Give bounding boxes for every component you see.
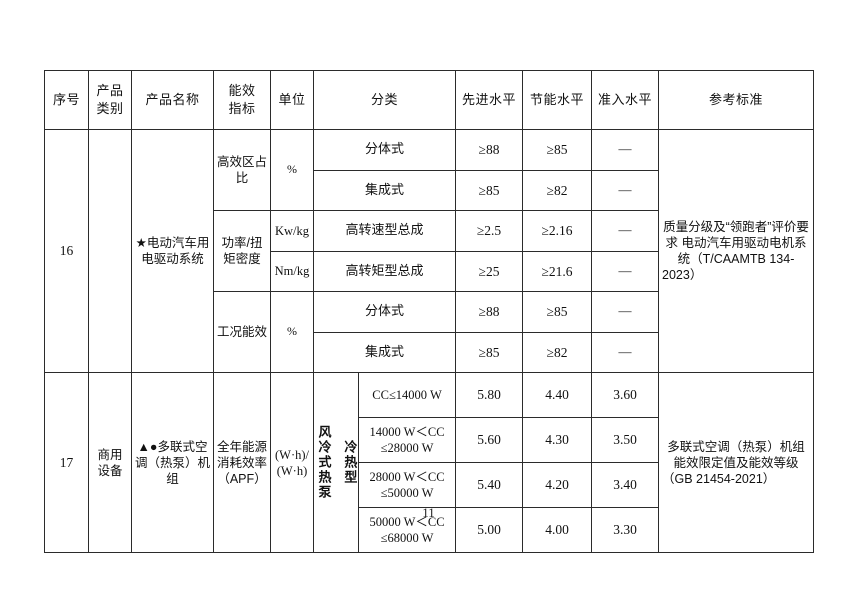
cell-classification-16-0-1: 集成式 [312,169,457,211]
cell-classification-17-0: CC≤14000 W [357,372,457,418]
vertical-label-air-cooled-heat-pump: 风冷式热泵 [316,425,332,500]
cell-unit-17: (W·h)/(W·h) [270,372,314,553]
cell-entry-17-3: 3.30 [591,507,660,553]
cell-saving-17-1: 4.30 [522,417,593,463]
table-row: 28000 W＜CC ≤50000 W 5.40 4.20 3.40 [45,462,814,508]
cell-entry-17-2: 3.40 [591,462,660,508]
cell-saving-17-2: 4.20 [522,462,593,508]
cell-indicator-17: 全年能源消耗效率（APF） [213,372,271,553]
header-cell-advanced-level: 先进水平 [455,70,524,130]
header-cell-reference-standard: 参考标准 [658,70,815,130]
header-cell-entry-level: 准入水平 [591,70,660,130]
cell-saving-16-2-0: ≥85 [522,291,593,333]
cell-entry-16-2-1: — [591,331,660,373]
table-row: 集成式 ≥85 ≥82 — [45,331,814,373]
cell-reference-standard-17: 多联式空调（热泵）机组能效限定值及能效等级（GB 21454-2021） [658,372,815,553]
cell-classification-17-3: 50000 W＜CC ≤68000 W [357,507,457,553]
cell-saving-16-0-0: ≥85 [522,129,593,171]
cell-indicator-16-0: 高效区占比 [213,129,271,211]
energy-efficiency-spec-table: 序号 产品 类别 产品名称 能效 指标 单位 分类 先进水平 节能水平 准入水平 参… [44,70,815,553]
table-row: 50000 W＜CC ≤68000 W 5.00 4.00 3.30 [45,507,814,553]
table-row: 集成式 ≥85 ≥82 — [45,169,814,211]
cell-classification-16-0-0: 分体式 [312,129,457,171]
cell-entry-16-0-0: — [591,129,660,171]
cell-unit-16-1-0: Kw/kg [270,210,314,252]
cell-saving-16-0-1: ≥82 [522,169,593,211]
cell-classification-type-17: 风冷式热泵 冷热型 [313,372,359,553]
cell-entry-16-1-1: — [591,250,660,292]
cell-saving-17-0: 4.40 [522,372,593,418]
cell-advanced-17-3: 5.00 [455,507,524,553]
cell-unit-16-2: % [270,291,314,373]
cell-entry-16-1-0: — [591,210,660,252]
cell-advanced-17-1: 5.60 [455,417,524,463]
cell-entry-16-0-1: — [591,169,660,211]
table-row: 17 商用设备 ▲●多联式空调（热泵）机组 全年能源消耗效率（APF） (W·h… [44,372,815,553]
cell-category-17: 商用设备 [88,372,132,553]
cell-classification-16-1-0: 高转速型总成 [312,210,457,252]
cell-unit-16-1-1: Nm/kg [270,250,314,292]
cell-classification-16-2-1: 集成式 [312,331,457,373]
header-cell-indicator: 能效 指标 [213,70,271,130]
cell-entry-17-0: 3.60 [591,372,660,418]
header-cell-seq: 序号 [44,70,89,130]
spec-table-container: 序号 产品 类别 产品名称 能效 指标 单位 分类 先进水平 节能水平 准入水平 参… [44,70,815,553]
cell-advanced-16-2-0: ≥88 [455,291,524,333]
cell-saving-17-3: 4.00 [522,507,593,553]
cell-advanced-16-2-1: ≥85 [455,331,524,373]
cell-indicator-16-1: 功率/扭矩密度 [213,210,271,292]
vertical-label-cool-heat-type: 冷热型 [342,440,358,485]
cell-classification-17-2: 28000 W＜CC ≤50000 W [357,462,457,508]
cell-seq-17: 17 [44,372,89,553]
cell-saving-16-1-0: ≥2.16 [522,210,593,252]
header-cell-unit: 单位 [270,70,314,130]
cell-product-name-17: ▲●多联式空调（热泵）机组 [131,372,214,553]
cell-entry-17-1: 3.50 [591,417,660,463]
cell-unit-16-0: % [270,129,314,211]
cell-advanced-16-1-0: ≥2.5 [455,210,524,252]
cell-classification-16-1-1: 高转矩型总成 [312,250,457,292]
cell-advanced-17-0: 5.80 [455,372,524,418]
cell-advanced-17-2: 5.40 [455,462,524,508]
cell-advanced-16-0-0: ≥88 [455,129,524,171]
header-cell-category: 产品 类别 [88,70,132,130]
table-header-row: 序号 产品 类别 产品名称 能效 指标 单位 分类 先进水平 节能水平 准入水平 参… [44,70,815,130]
cell-saving-16-2-1: ≥82 [522,331,593,373]
page-number: 11 [422,505,435,520]
cell-reference-standard-16: 质量分级及“领跑者”评价要求 电动汽车用驱动电机系统（T/CAAMTB 134-… [658,129,815,373]
cell-advanced-16-0-1: ≥85 [455,169,524,211]
cell-entry-16-2-0: — [591,291,660,333]
cell-classification-17-1: 14000 W＜CC ≤28000 W [357,417,457,463]
cell-category-16 [88,129,132,373]
cell-seq-16: 16 [44,129,89,373]
header-cell-product-name: 产品名称 [131,70,214,130]
table-row: 16 ★电动汽车用电驱动系统 高效区占比 % 分体式 ≥88 ≥85 — 质量分… [44,129,815,373]
header-cell-classification: 分类 [312,70,457,130]
cell-advanced-16-1-1: ≥25 [455,250,524,292]
cell-indicator-16-2: 工况能效 [213,291,271,373]
header-cell-saving-level: 节能水平 [522,70,593,130]
cell-product-name-16: ★电动汽车用电驱动系统 [131,129,214,373]
cell-classification-16-2-0: 分体式 [312,291,457,333]
cell-saving-16-1-1: ≥21.6 [522,250,593,292]
